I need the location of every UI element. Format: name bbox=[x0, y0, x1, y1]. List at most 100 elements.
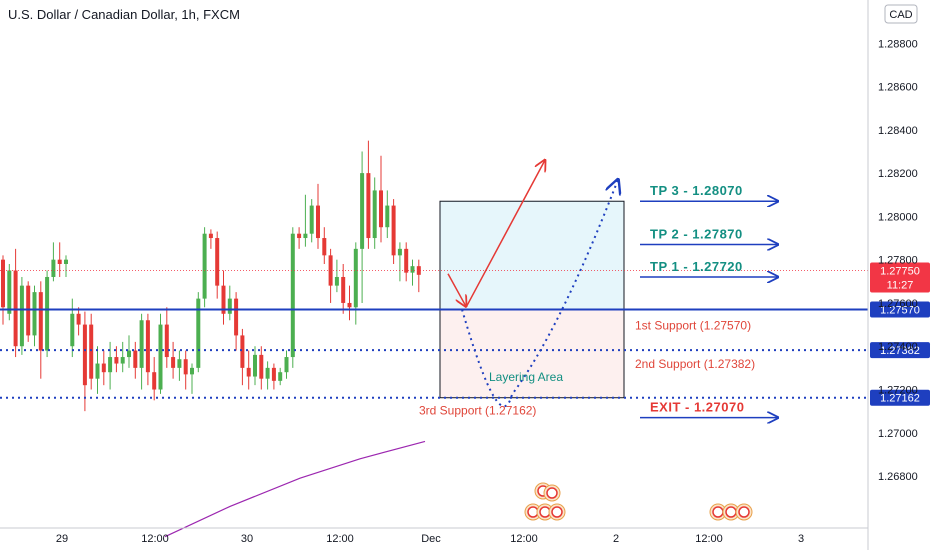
y-tick-label: 1.27800 bbox=[878, 255, 918, 267]
candle bbox=[114, 346, 119, 373]
exit-label: EXIT - 1.27070 bbox=[650, 400, 744, 415]
candle bbox=[202, 227, 207, 308]
y-tick-label: 1.28200 bbox=[878, 168, 918, 180]
candle bbox=[341, 264, 346, 314]
candle-body bbox=[360, 173, 365, 249]
candle-body bbox=[227, 298, 232, 314]
candle-body bbox=[45, 276, 50, 351]
candle bbox=[108, 341, 113, 390]
candle bbox=[82, 311, 87, 412]
candle-body bbox=[114, 357, 119, 364]
bullish-arrow bbox=[465, 160, 545, 308]
s3-label: 3rd Support (1.27162) bbox=[419, 404, 536, 418]
candle bbox=[45, 270, 50, 358]
candle bbox=[64, 255, 68, 277]
candle-body bbox=[127, 350, 131, 358]
candle bbox=[360, 151, 365, 303]
candle bbox=[265, 361, 270, 390]
candle-body bbox=[372, 190, 377, 239]
y-tick-label: 1.28600 bbox=[878, 82, 918, 94]
x-tick-label: 12:00 bbox=[510, 533, 538, 545]
tp1-label: TP 1 - 1.27720 bbox=[650, 259, 743, 274]
candle bbox=[259, 346, 264, 390]
candle-body bbox=[416, 266, 421, 275]
candle-body bbox=[240, 335, 245, 368]
candle bbox=[164, 307, 169, 368]
candle-body bbox=[334, 276, 339, 286]
candle-body bbox=[234, 298, 239, 336]
candle-body bbox=[410, 266, 415, 273]
candle bbox=[372, 177, 377, 249]
x-tick-label: 12:00 bbox=[141, 533, 169, 545]
candle bbox=[158, 313, 163, 394]
drop-arrow bbox=[447, 273, 466, 307]
layering-path bbox=[461, 180, 618, 408]
candle-body bbox=[391, 205, 396, 256]
candle bbox=[290, 227, 295, 368]
s2-label: 2nd Support (1.27382) bbox=[635, 357, 755, 371]
candle bbox=[133, 341, 138, 379]
candle-body bbox=[379, 190, 383, 228]
zones-layer bbox=[439, 200, 625, 399]
y-tick-label: 1.28400 bbox=[878, 125, 918, 137]
candle bbox=[215, 231, 220, 299]
x-tick-label: 30 bbox=[241, 533, 253, 545]
candle-body bbox=[397, 248, 402, 256]
candle bbox=[278, 367, 283, 386]
candle bbox=[26, 281, 31, 342]
event-flag-icon bbox=[738, 506, 750, 518]
candle-body bbox=[64, 259, 68, 264]
candle bbox=[253, 346, 257, 386]
candle bbox=[347, 285, 352, 321]
candle bbox=[221, 270, 226, 325]
candle-body bbox=[353, 248, 358, 308]
candle-body bbox=[145, 320, 150, 373]
candle bbox=[1, 255, 5, 325]
candle bbox=[177, 350, 182, 381]
candle bbox=[152, 357, 157, 401]
price-badge bbox=[870, 342, 930, 359]
candle-body bbox=[19, 285, 24, 347]
candle bbox=[322, 227, 327, 264]
candle bbox=[227, 285, 232, 321]
candle bbox=[70, 298, 75, 358]
chart-title: U.S. Dollar / Canadian Dollar, 1h, FXCM bbox=[8, 7, 240, 22]
y-tick-label: 1.27200 bbox=[878, 385, 918, 397]
candle-body bbox=[259, 354, 264, 379]
event-flag-icon bbox=[725, 506, 737, 518]
candle bbox=[416, 259, 421, 293]
y-tick-label: 1.27600 bbox=[878, 298, 918, 310]
candle bbox=[309, 199, 314, 243]
candle bbox=[89, 313, 94, 390]
candle bbox=[139, 313, 144, 390]
x-tick-label: 2 bbox=[613, 533, 619, 545]
candle-body bbox=[303, 233, 308, 239]
candle bbox=[366, 140, 371, 249]
price-badge-label: 1.27382 bbox=[880, 345, 920, 357]
tp3-label: TP 3 - 1.28070 bbox=[650, 183, 743, 198]
candle-body bbox=[95, 363, 100, 379]
candle bbox=[297, 227, 302, 249]
price-badge bbox=[870, 301, 930, 318]
labels-layer: TP 3 - 1.28070 TP 2 - 1.27870 TP 1 - 1.277… bbox=[419, 183, 755, 417]
candle-body bbox=[82, 324, 87, 386]
y-tick-label: 1.27000 bbox=[878, 428, 918, 440]
candle bbox=[183, 350, 188, 390]
candle-body bbox=[76, 313, 81, 325]
candle-body bbox=[215, 238, 220, 286]
target-zone bbox=[439, 200, 625, 310]
y-tick-label: 1.28000 bbox=[878, 211, 918, 223]
candle-body bbox=[89, 324, 94, 379]
candle bbox=[391, 199, 396, 264]
candle bbox=[240, 328, 245, 386]
candle-body bbox=[70, 313, 75, 347]
candle-body bbox=[316, 205, 320, 239]
candle bbox=[57, 242, 62, 277]
x-tick-label: 3 bbox=[798, 533, 804, 545]
candle-body bbox=[164, 324, 169, 358]
candle-body bbox=[108, 357, 113, 373]
candle-body bbox=[190, 367, 194, 375]
current-price-badge bbox=[870, 262, 930, 293]
